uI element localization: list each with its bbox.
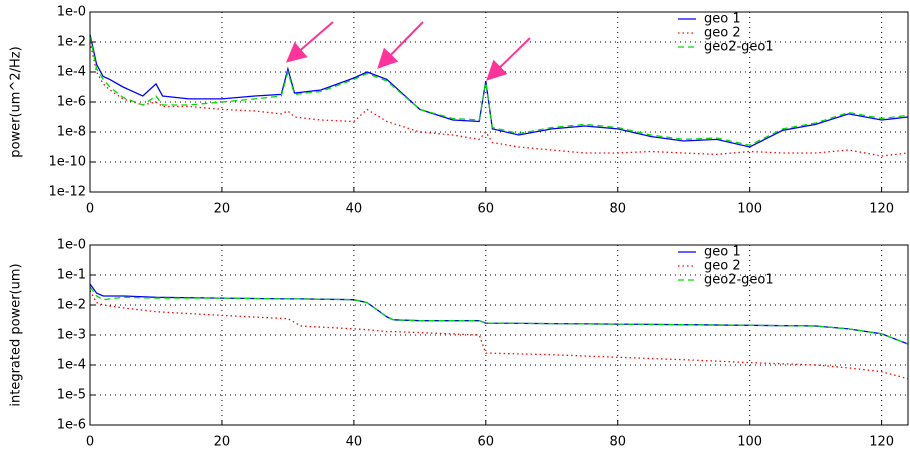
x-tick-label: 80 xyxy=(609,202,626,217)
legend-label: geo 2 xyxy=(704,26,741,41)
y-tick-label: 1e-6 xyxy=(57,95,86,110)
x-tick-label: 40 xyxy=(346,202,363,217)
arrow xyxy=(377,21,424,69)
y-tick-label: 1e-10 xyxy=(48,155,86,170)
legend-label: geo2-geo1 xyxy=(704,40,774,55)
x-tick-label: 120 xyxy=(869,202,894,217)
x-tick-label: 80 xyxy=(609,435,626,450)
y-tick-label: 1e-1 xyxy=(57,268,86,283)
plot-frame xyxy=(89,244,909,426)
x-tick-label: 120 xyxy=(869,435,894,450)
x-tick-label: 0 xyxy=(86,435,94,450)
legend-label: geo2-geo1 xyxy=(704,273,774,288)
y-axis-label: power(um^2/Hz) xyxy=(9,46,24,157)
x-tick-label: 20 xyxy=(214,202,231,217)
x-tick-label: 40 xyxy=(346,435,363,450)
y-tick-label: 1e-4 xyxy=(57,65,86,80)
plot-frame xyxy=(89,11,909,193)
arrow xyxy=(285,21,334,63)
arrow xyxy=(486,37,531,81)
y-tick-label: 1e-8 xyxy=(57,125,86,140)
series-line xyxy=(89,286,909,345)
legend-label: geo 1 xyxy=(704,245,741,260)
x-tick-label: 20 xyxy=(214,435,231,450)
x-tick-label: 100 xyxy=(737,202,762,217)
annotation-arrows xyxy=(285,21,531,81)
x-tick-label: 100 xyxy=(737,435,762,450)
legend-label: geo 1 xyxy=(704,12,741,27)
x-tick-label: 60 xyxy=(478,202,495,217)
y-tick-label: 1e-2 xyxy=(57,298,86,313)
x-tick-label: 0 xyxy=(86,202,94,217)
series-line xyxy=(89,34,909,148)
y-tick-label: 1e-6 xyxy=(57,418,86,433)
series-line xyxy=(89,35,909,146)
series-line xyxy=(89,41,909,157)
legend-label: geo 2 xyxy=(704,259,741,274)
y-tick-label: 1e-2 xyxy=(57,35,86,50)
y-tick-label: 1e-0 xyxy=(57,5,86,20)
y-axis-label: integrated power(um) xyxy=(9,263,24,406)
y-tick-label: 1e-0 xyxy=(57,238,86,253)
y-tick-label: 1e-12 xyxy=(48,185,86,200)
y-tick-label: 1e-4 xyxy=(57,358,86,373)
y-tick-label: 1e-5 xyxy=(57,388,86,403)
y-tick-label: 1e-3 xyxy=(57,328,86,343)
x-tick-label: 60 xyxy=(478,435,495,450)
